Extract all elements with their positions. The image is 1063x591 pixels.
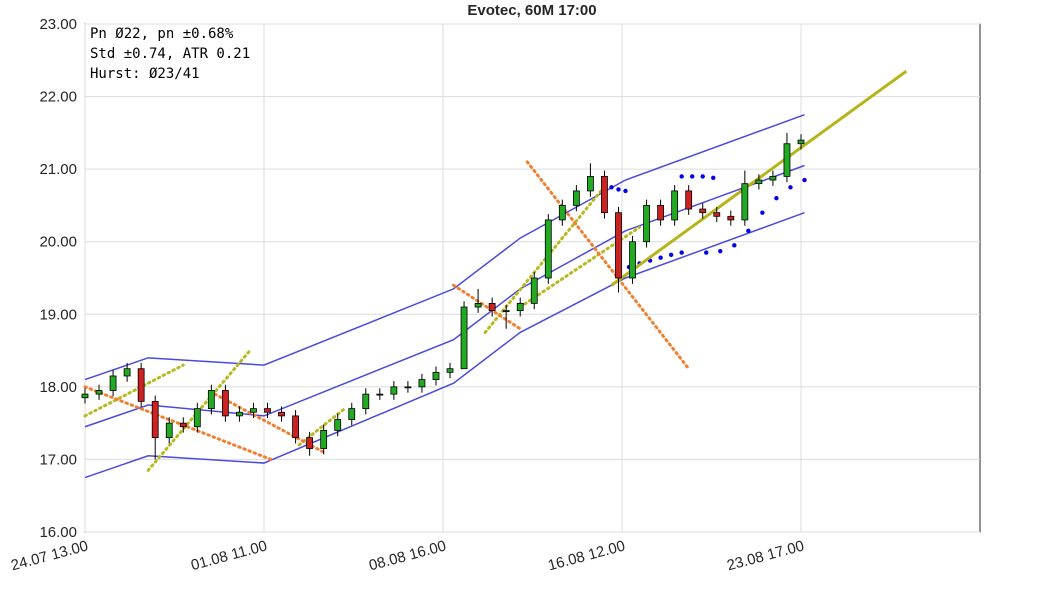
signal-dot [746, 228, 751, 234]
y-tick-label: 23.00 [39, 16, 77, 33]
signal-dot [774, 195, 779, 201]
overlay-line [84, 164, 805, 428]
overlay-line [525, 160, 691, 371]
candle-body [207, 390, 215, 410]
candle-body [109, 375, 117, 391]
candle-body [699, 208, 707, 214]
candle-body [264, 408, 271, 413]
candle-body [123, 368, 131, 377]
candle-body [727, 215, 735, 221]
y-tick-label: 17.00 [39, 451, 77, 468]
chart-title: Evotec, 60M 17:00 [467, 2, 596, 19]
x-tick-label: 01.08 11.00 [189, 537, 269, 574]
candle-body [193, 408, 201, 428]
y-tick-label: 18.00 [39, 379, 77, 396]
candle-body [221, 390, 229, 417]
grid [84, 23, 980, 533]
signal-dot [679, 250, 684, 255]
overlay-line [83, 363, 185, 418]
x-tick-label: 23.08 17.00 [725, 537, 806, 574]
candle-body [671, 190, 679, 221]
candle-body [390, 386, 398, 395]
signal-dot [711, 175, 716, 181]
signal-dot [679, 174, 684, 179]
y-tick-label: 16.00 [39, 524, 77, 541]
candle-body [629, 241, 636, 279]
signal-dot [802, 177, 807, 183]
candle-body [151, 400, 159, 439]
x-tick-label: 24.07 13.00 [9, 537, 90, 574]
candle-body [587, 175, 594, 192]
candle-body [769, 175, 777, 181]
candle-body [643, 205, 650, 243]
candle-body [783, 143, 791, 177]
candle-body [362, 393, 370, 410]
candle-body [81, 393, 89, 399]
overlay-line [213, 392, 326, 454]
signal-dot [623, 188, 628, 194]
candle-body [741, 183, 749, 221]
candle-body [278, 411, 285, 417]
signal-dot [788, 185, 793, 190]
candle-body [292, 415, 299, 439]
candle-body [572, 190, 580, 206]
overlay-line [483, 189, 603, 334]
candle-body [376, 393, 384, 396]
signal-dot [700, 174, 705, 179]
y-tick-label: 21.00 [39, 161, 77, 178]
signal-dot [668, 252, 674, 257]
signal-dot [658, 255, 663, 260]
signal-dot [718, 248, 723, 254]
candle-body [236, 411, 243, 417]
candle-body [530, 277, 538, 304]
signal-dot [616, 187, 621, 192]
candle-body [418, 379, 426, 388]
x-tick-label: 08.08 16.00 [367, 537, 448, 574]
info-line: Std ±0.74, ATR 0.21 [90, 46, 250, 62]
candle-body [488, 302, 496, 312]
candle-body [516, 302, 524, 312]
candle-body [137, 368, 145, 402]
candle-body [165, 422, 173, 439]
overlay-line [452, 283, 522, 331]
signal-dot [732, 243, 737, 248]
candle-body [615, 212, 622, 279]
candle-body [502, 310, 510, 313]
candle-body [713, 212, 721, 217]
candle-body [797, 139, 805, 145]
candle-body [601, 175, 608, 214]
overlay-line [83, 385, 273, 461]
candle-body [432, 371, 440, 381]
candle-body [446, 368, 454, 373]
candle-body [404, 386, 412, 389]
y-tick-label: 22.00 [39, 89, 77, 106]
marks [81, 69, 908, 479]
candle-body [306, 437, 314, 449]
candle-body [334, 419, 342, 431]
x-tick-label: 16.08 12.00 [546, 537, 627, 574]
candle-body [755, 179, 763, 185]
candle-body [558, 205, 566, 221]
info-line: Hurst: Ø23/41 [90, 66, 200, 82]
candle-body [95, 390, 103, 395]
signal-dot [704, 250, 709, 255]
candle-body [250, 408, 257, 413]
overlay-line [84, 211, 805, 479]
candle-body [320, 429, 328, 449]
candle-body [474, 302, 482, 308]
candle-body [685, 190, 693, 210]
overlay-line [84, 114, 805, 381]
candle-body [179, 422, 187, 428]
candle-body [348, 408, 356, 420]
candle-body [657, 205, 665, 221]
y-tick-label: 19.00 [39, 306, 77, 323]
signal-dot [760, 210, 765, 215]
info-line: Pn Ø22, pn ±0.68% [90, 26, 234, 42]
candle-body [460, 306, 468, 370]
y-tick-label: 20.00 [39, 234, 77, 251]
candle-body [544, 219, 552, 279]
signal-dot [609, 185, 614, 190]
signal-dot [689, 174, 695, 179]
